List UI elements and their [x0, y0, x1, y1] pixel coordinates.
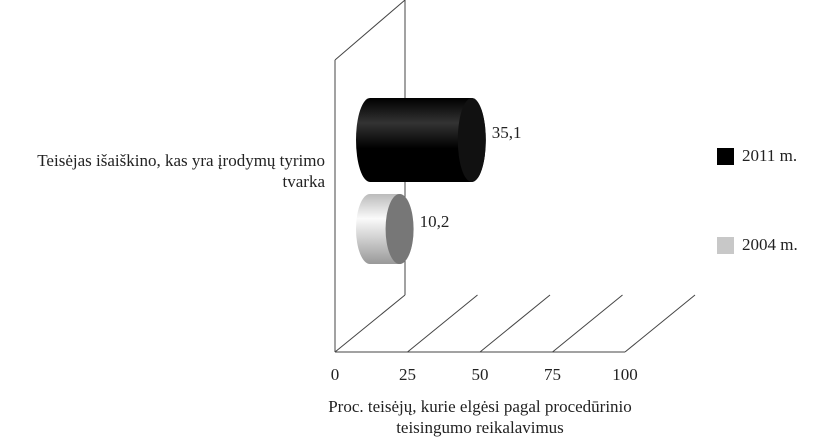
value-label: 10,2: [420, 212, 450, 231]
grid-line: [334, 294, 406, 353]
grid-line: [479, 294, 551, 353]
value-label: 35,1: [492, 123, 522, 142]
legend-swatch: [717, 237, 734, 254]
bar: [356, 98, 486, 182]
x-tick-label: 50: [472, 365, 489, 384]
x-tick-label: 25: [399, 365, 416, 384]
category-label: Teisėjas išaiškino, kas yra įrodymų tyri…: [37, 151, 325, 191]
grid-line: [407, 294, 478, 353]
bar-end-cap: [385, 194, 414, 264]
grid-line: [624, 294, 696, 353]
x-tick-label: 100: [612, 365, 638, 384]
legend-label: 2004 m.: [742, 235, 798, 254]
legend-label: 2011 m.: [742, 146, 797, 165]
x-tick-label: 0: [331, 365, 340, 384]
grid-line: [552, 294, 623, 353]
legend-swatch: [717, 148, 734, 165]
x-tick-label: 75: [544, 365, 561, 384]
x-axis-label: Proc. teisėjų, kurie elgėsi pagal proced…: [328, 397, 632, 437]
bar-end-cap: [457, 98, 486, 182]
